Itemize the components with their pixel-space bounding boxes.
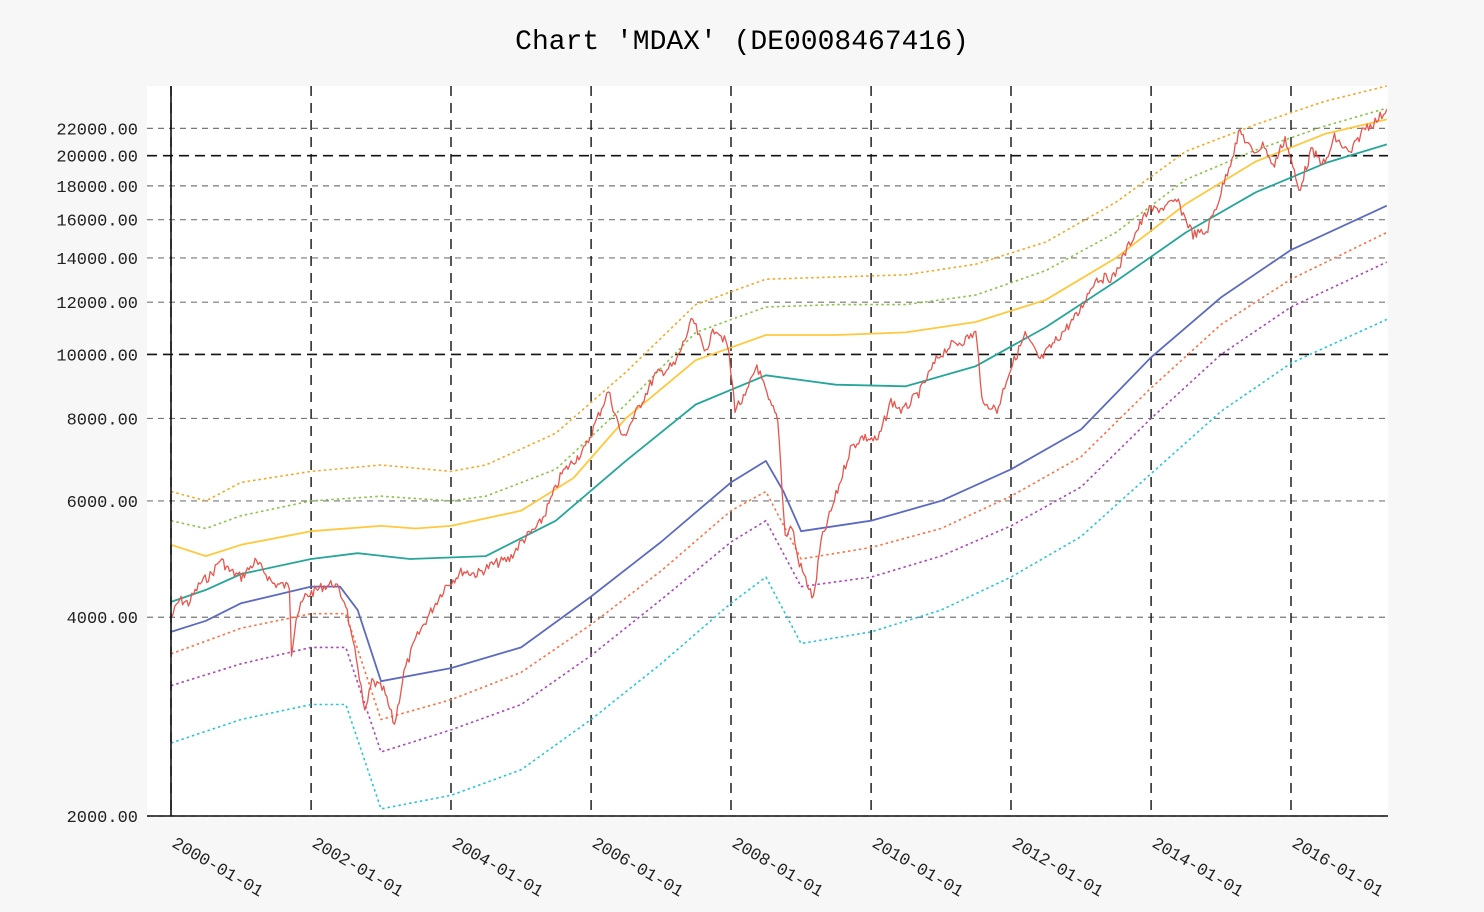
y-tick-label: 10000.00 xyxy=(56,347,138,366)
y-tick-label: 4000.00 xyxy=(67,610,138,629)
y-tick-label: 18000.00 xyxy=(56,179,138,198)
series-line-band-inner-lower xyxy=(170,231,1388,721)
chart-title: Chart 'MDAX' (DE0008467416) xyxy=(515,27,969,58)
y-tick-label: 16000.00 xyxy=(56,213,138,232)
series-line-band-outer-lower xyxy=(170,318,1388,810)
series-line-price xyxy=(170,109,1388,725)
series-line-band-inner-upper xyxy=(170,107,1388,530)
series-line-trend-lower xyxy=(170,204,1388,683)
y-tick-label: 6000.00 xyxy=(67,494,138,513)
y-tick-label: 22000.00 xyxy=(56,121,138,140)
series-line-band-mid-lower xyxy=(170,261,1388,753)
series-line-band-outer-upper xyxy=(170,85,1387,502)
series-layer xyxy=(170,85,1388,810)
y-tick-label: 8000.00 xyxy=(67,411,138,430)
y-tick-label: 12000.00 xyxy=(56,295,138,314)
y-tick-label: 14000.00 xyxy=(56,251,138,270)
plot-area xyxy=(147,86,1388,816)
series-line-ma-slow xyxy=(170,143,1388,603)
series-line-ma-fast xyxy=(170,118,1388,557)
y-tick-label: 20000.00 xyxy=(56,149,138,168)
y-tick-label: 2000.00 xyxy=(67,809,138,828)
